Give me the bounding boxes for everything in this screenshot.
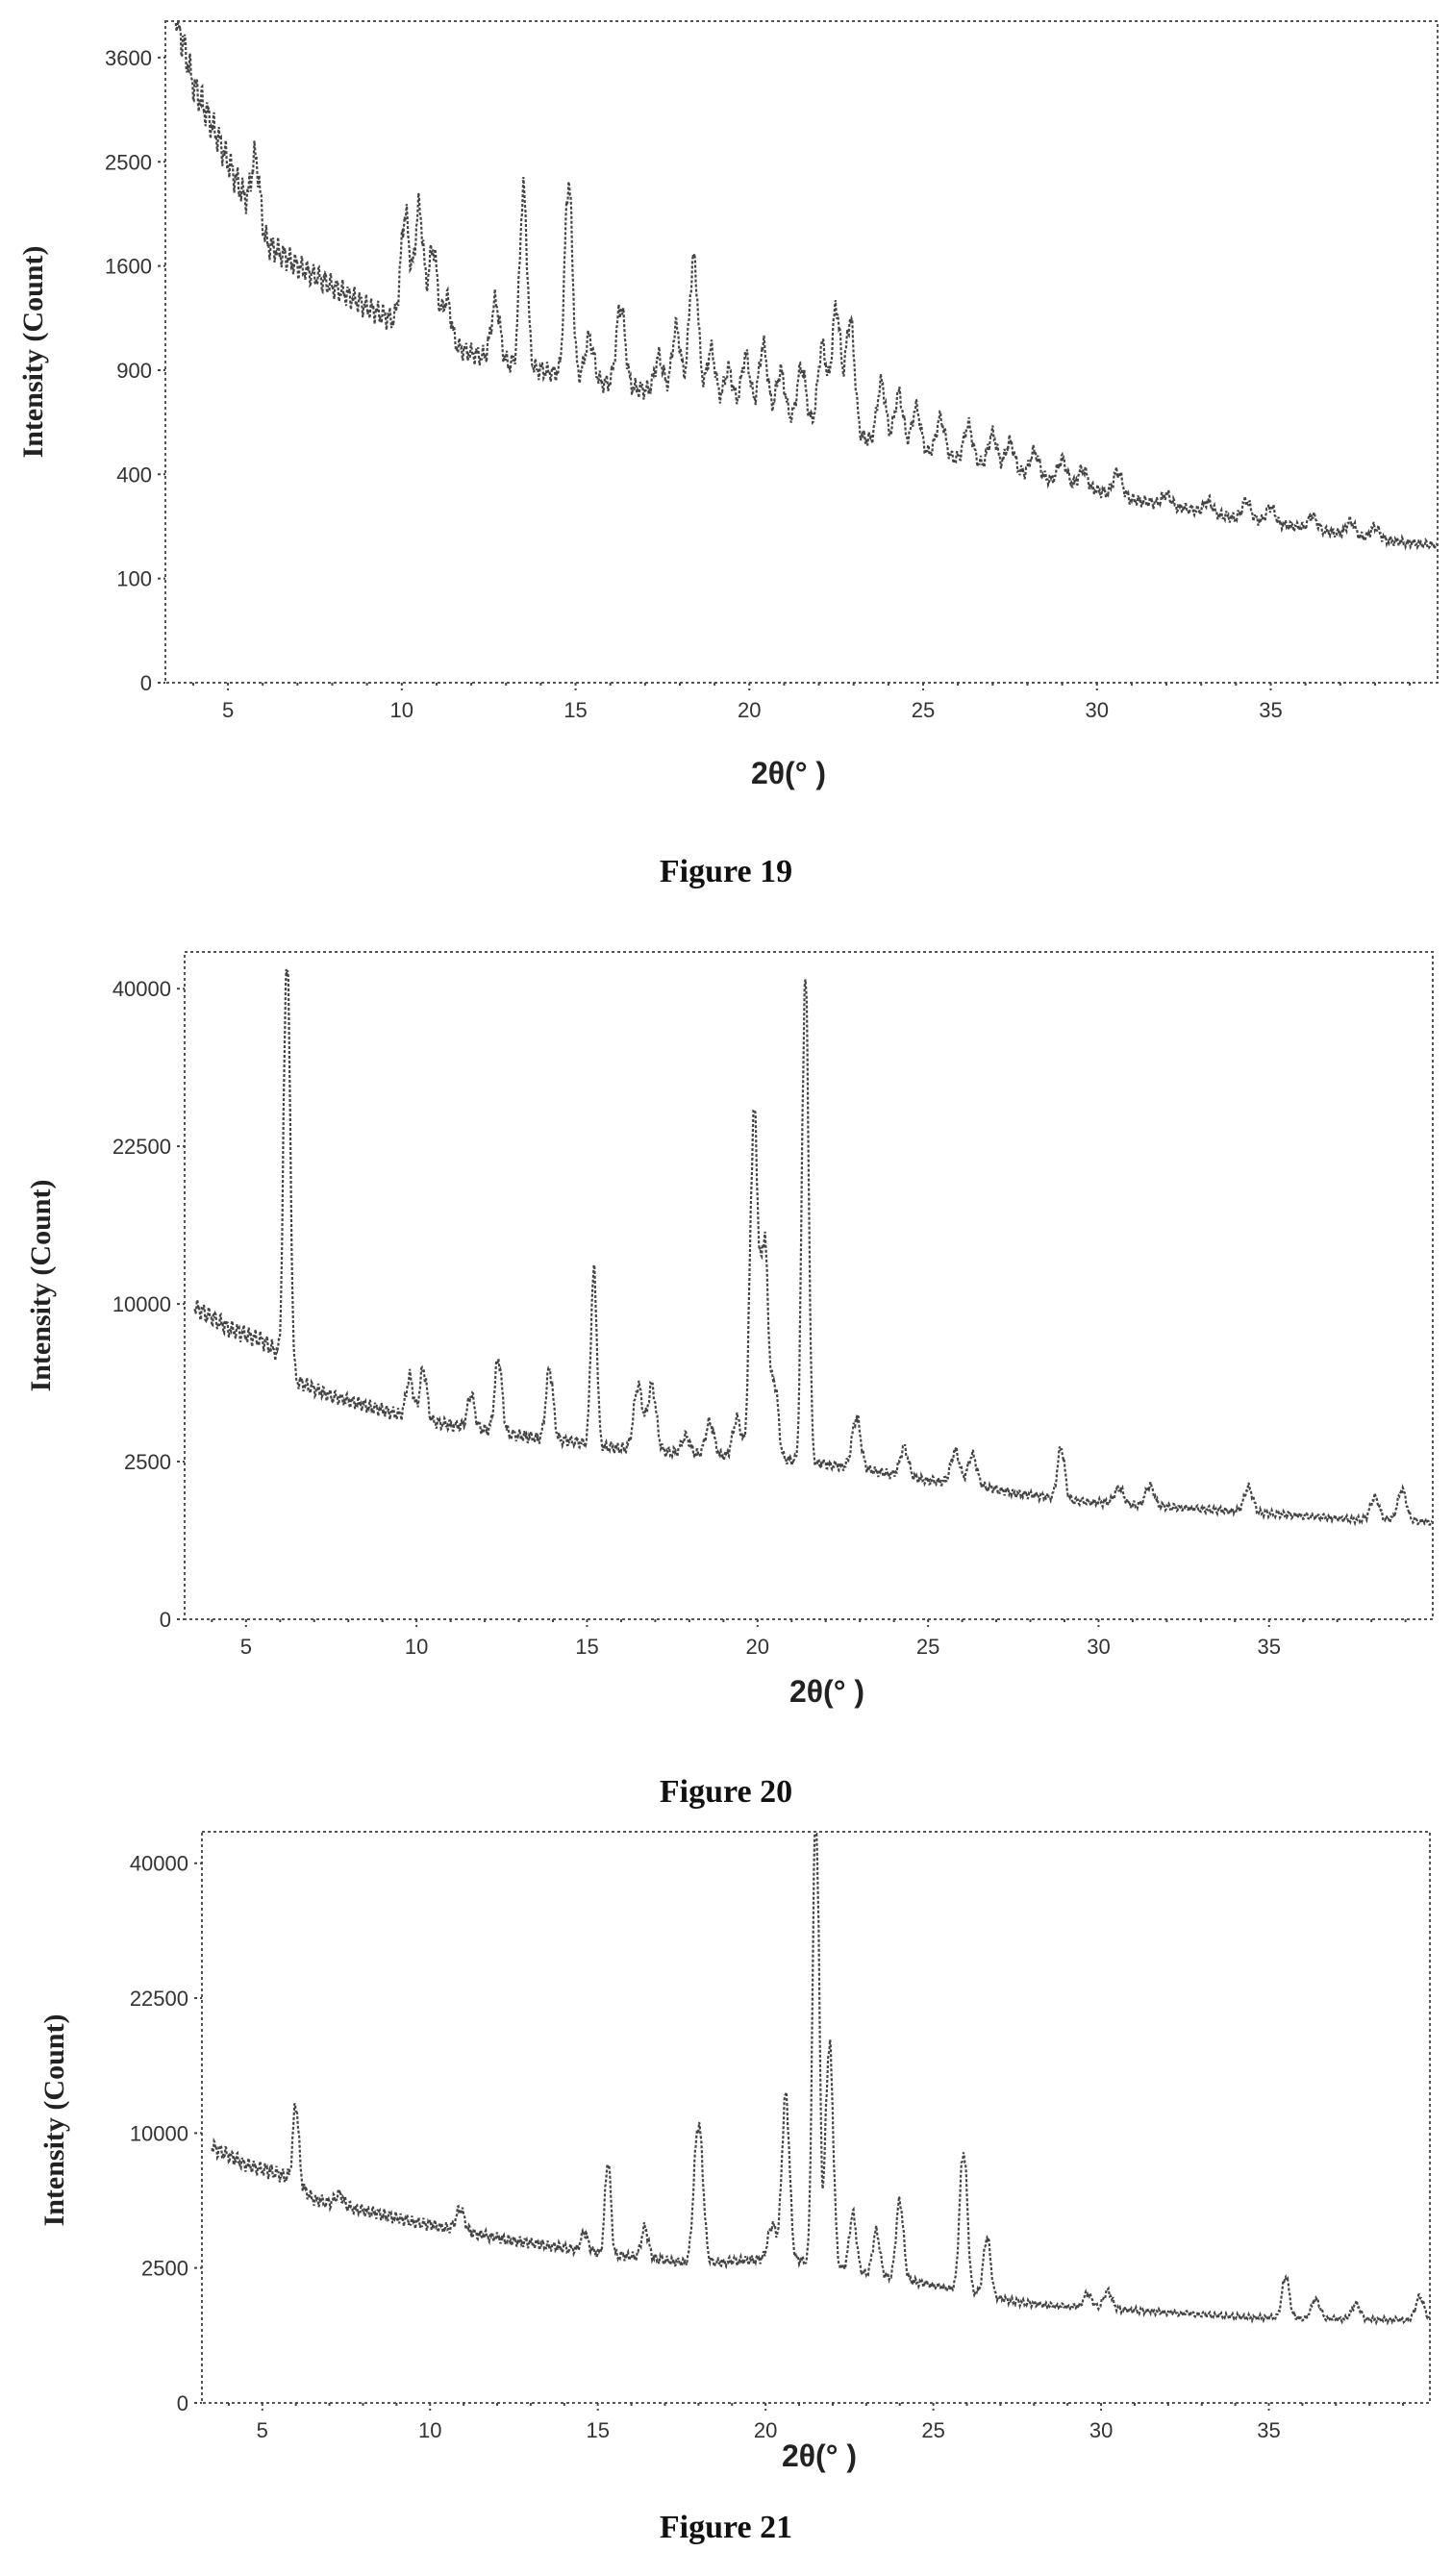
y-axis-label: Intensity (Count) xyxy=(25,1180,57,1392)
figure-21: 0 2500 10000 22500 40000 5 10 15 20 25 30 35 Inten… xyxy=(0,1822,1452,2576)
x-tick-label: 30 xyxy=(1087,1635,1110,1659)
y-axis-ticks: 0 100 400 900 1600 2500 3600 xyxy=(105,46,165,695)
x-tick-label: 15 xyxy=(575,1635,598,1659)
x-tick-label: 20 xyxy=(746,1635,769,1659)
y-tick-label: 1600 xyxy=(105,255,152,279)
y-tick-label: 10000 xyxy=(113,1292,171,1316)
x-tick-label: 10 xyxy=(405,1635,428,1659)
figure-20: 0 2500 10000 22500 40000 5 10 15 20 25 30 35 Inten… xyxy=(0,923,1452,1810)
y-tick-label: 400 xyxy=(116,463,152,487)
x-tick-label: 10 xyxy=(418,2418,441,2442)
x-tick-label: 20 xyxy=(738,698,761,722)
diffraction-trace xyxy=(193,968,1433,1527)
x-axis-label: 2θ(° ) xyxy=(751,756,826,790)
y-tick-label: 22500 xyxy=(130,1987,188,2011)
x-tick-label: 30 xyxy=(1086,698,1109,722)
y-axis-ticks: 0 2500 10000 22500 40000 xyxy=(130,1852,202,2415)
diffraction-trace xyxy=(174,21,1439,551)
x-tick-label: 35 xyxy=(1259,698,1282,722)
y-axis-ticks: 0 2500 10000 22500 40000 xyxy=(113,977,185,1632)
x-tick-label: 10 xyxy=(390,698,413,722)
y-tick-label: 0 xyxy=(160,1608,171,1632)
x-tick-label: 25 xyxy=(916,1635,939,1659)
x-axis-ticks: 5 10 15 20 25 30 35 xyxy=(191,683,1412,722)
figure-19: 0 100 400 900 1600 2500 3600 5 10 15 20 25 30 35 Int… xyxy=(0,0,1452,889)
y-tick-label: 40000 xyxy=(130,1852,188,1876)
x-tick-label: 25 xyxy=(921,2418,944,2442)
y-tick-label: 0 xyxy=(177,2391,188,2415)
y-tick-label: 2500 xyxy=(141,2257,188,2281)
x-tick-label: 30 xyxy=(1089,2418,1113,2442)
y-tick-label: 2500 xyxy=(124,1450,171,1474)
y-tick-label: 2500 xyxy=(105,150,152,174)
diffraction-trace xyxy=(211,1832,1431,2326)
x-tick-label: 15 xyxy=(586,2418,609,2442)
y-tick-label: 0 xyxy=(140,671,152,695)
x-tick-label: 5 xyxy=(222,698,234,722)
x-tick-label: 15 xyxy=(563,698,587,722)
y-tick-label: 22500 xyxy=(113,1135,171,1159)
figure-caption: Figure 20 xyxy=(659,1774,793,1810)
y-tick-label: 10000 xyxy=(130,2121,188,2145)
plot-frame xyxy=(201,1831,1431,2404)
figure-caption: Figure 21 xyxy=(659,2510,793,2545)
x-tick-label: 35 xyxy=(1258,1635,1281,1659)
figure-caption: Figure 19 xyxy=(659,854,793,889)
x-tick-label: 35 xyxy=(1257,2418,1280,2442)
y-tick-label: 3600 xyxy=(105,46,152,70)
plot-frame xyxy=(164,20,1439,684)
y-tick-label: 40000 xyxy=(113,977,171,1001)
x-axis-label: 2θ(° ) xyxy=(782,2438,857,2473)
x-tick-label: 5 xyxy=(240,1635,252,1659)
plot-frame xyxy=(184,951,1434,1620)
x-tick-label: 20 xyxy=(754,2418,777,2442)
chart-21: 0 2500 10000 22500 40000 5 10 15 20 25 30 35 Inten… xyxy=(38,1831,1431,2473)
x-axis-ticks: 5 10 15 20 25 30 35 xyxy=(227,2403,1405,2442)
x-axis-ticks: 5 10 15 20 25 30 35 xyxy=(211,1619,1407,1659)
x-axis-label: 2θ(° ) xyxy=(789,1674,864,1709)
y-tick-label: 900 xyxy=(116,359,152,383)
x-tick-label: 5 xyxy=(257,2418,268,2442)
x-tick-label: 25 xyxy=(912,698,935,722)
y-axis-label: Intensity (Count) xyxy=(38,2014,70,2227)
y-tick-label: 100 xyxy=(116,567,152,591)
chart-19: 0 100 400 900 1600 2500 3600 5 10 15 20 25 30 35 Int… xyxy=(17,20,1439,790)
y-axis-label: Intensity (Count) xyxy=(17,246,49,459)
chart-20: 0 2500 10000 22500 40000 5 10 15 20 25 30 35 Inten… xyxy=(25,951,1434,1709)
